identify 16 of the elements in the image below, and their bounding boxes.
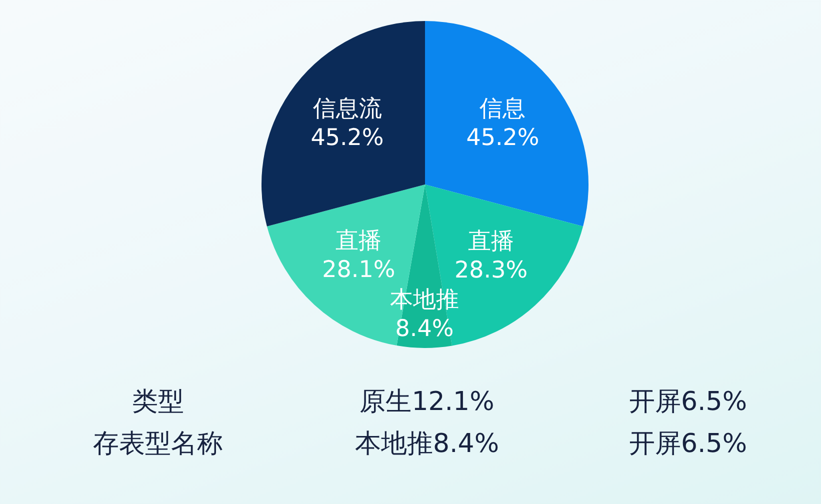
data-label: 28.3% xyxy=(454,257,528,284)
slice-label: 本地推 xyxy=(390,286,459,313)
slice-label: 直播 xyxy=(336,228,382,254)
text: 类型 xyxy=(132,386,184,418)
slice-label: 信息 xyxy=(480,96,526,122)
slice-label: 直播 xyxy=(468,228,514,254)
data-label: 45.2% xyxy=(466,125,540,152)
text: 本地推8.4% xyxy=(354,428,500,460)
data-label: 28.1% xyxy=(322,257,396,284)
text: 存表型名称 xyxy=(93,428,223,460)
slice-label: 信息流 xyxy=(312,96,382,122)
text: 开屏6.5% xyxy=(628,386,748,418)
text: 开屏6.5% xyxy=(628,428,748,460)
text: 原生12.1% xyxy=(360,386,494,418)
data-label: 45.2% xyxy=(310,125,384,152)
data-label: 8.4% xyxy=(395,316,454,342)
